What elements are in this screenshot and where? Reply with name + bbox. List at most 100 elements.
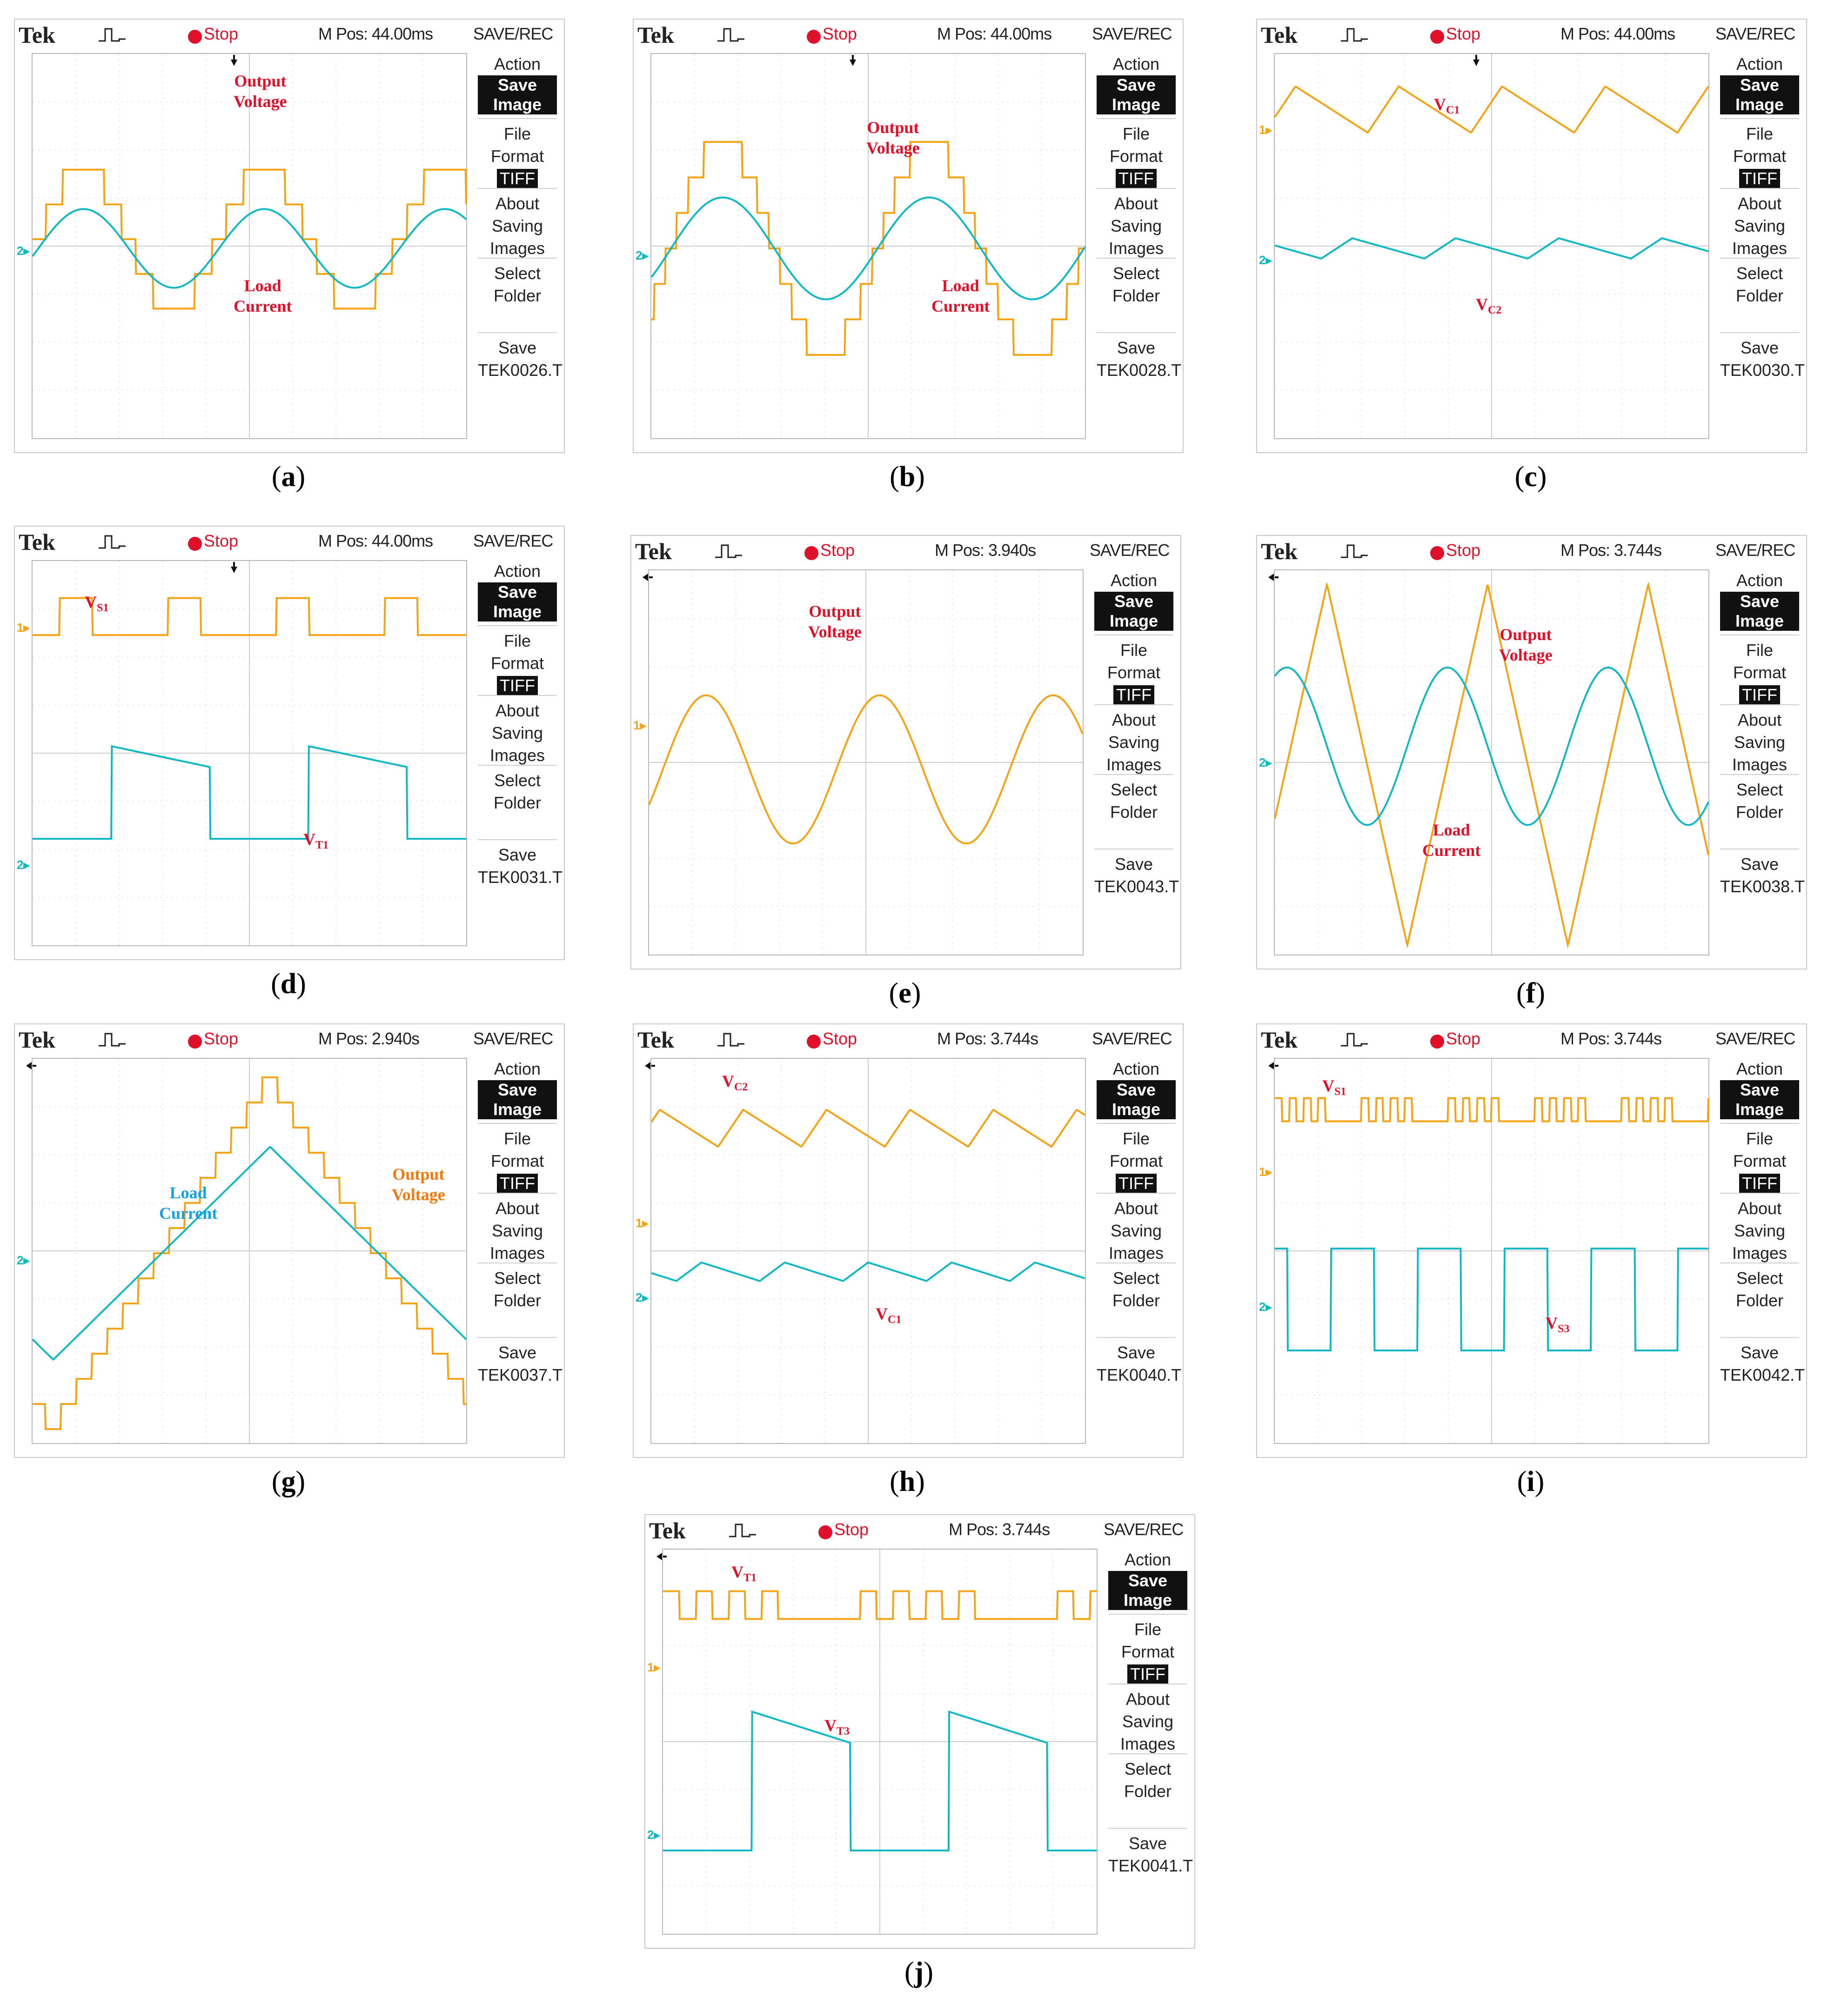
about-saving-images-button[interactable]: About Saving Images xyxy=(1720,704,1799,776)
action-save-image-button[interactable]: Action Save Image xyxy=(478,1058,557,1121)
panel-caption: (d) xyxy=(271,968,306,1000)
waveform-plot xyxy=(663,1550,1097,1934)
select-folder-button[interactable]: Select Folder xyxy=(478,258,557,307)
select-folder-button[interactable]: Select Folder xyxy=(478,765,557,814)
file-format-button[interactable]: File Format TIFF xyxy=(1108,1614,1187,1685)
oscilloscope-screen: Tek Stop M Pos: 3.744s SAVE/REC 2▸ Output Volt… xyxy=(1256,535,1807,969)
about-saving-images-button[interactable]: About Saving Images xyxy=(1094,704,1173,776)
action-save-image-button[interactable]: Action Save Image xyxy=(1108,1549,1187,1611)
file-format-button[interactable]: File Format TIFF xyxy=(1094,635,1173,706)
save-rec-menu: Action Save Image File Format TIFF About Savin… xyxy=(1720,53,1806,448)
annotation-label: Load Current xyxy=(159,1183,218,1223)
menu-item-label: Select xyxy=(494,264,541,283)
file-format-button[interactable]: File Format TIFF xyxy=(1720,1123,1799,1195)
waveform-plot xyxy=(32,54,467,438)
action-save-image-button[interactable]: Action Save Image xyxy=(478,53,557,116)
about-saving-images-button[interactable]: About Saving Images xyxy=(1097,1193,1176,1264)
stop-indicator-icon xyxy=(188,30,202,44)
about-saving-images-button[interactable]: About Saving Images xyxy=(1108,1684,1187,1755)
about-saving-images-button[interactable]: About Saving Images xyxy=(478,188,557,260)
menu-item-label: About xyxy=(1125,1690,1170,1709)
channel-2-marker: 2▸ xyxy=(1259,1300,1272,1314)
panel-caption: (a) xyxy=(271,461,306,493)
select-folder-button[interactable]: Select Folder xyxy=(1108,1753,1187,1803)
select-folder-button[interactable]: Select Folder xyxy=(478,1263,557,1312)
menu-item-label: File xyxy=(503,631,531,650)
waveform-plot xyxy=(1274,570,1709,955)
menu-item-label: File xyxy=(503,124,531,143)
menu-item-label: TIFF xyxy=(1720,684,1799,706)
menu-item-label: Folder xyxy=(1110,802,1158,822)
save-rec-menu: Action Save Image File Format TIFF About Savin… xyxy=(478,53,564,448)
channel-1-marker: 1▸ xyxy=(1259,123,1272,137)
file-format-button[interactable]: File Format TIFF xyxy=(478,625,557,697)
file-format-button[interactable]: File Format TIFF xyxy=(1097,1123,1176,1195)
file-format-button[interactable]: File Format TIFF xyxy=(1097,118,1176,190)
graticule xyxy=(1274,1058,1709,1444)
save-file-button[interactable]: Save TEK0028.TIF xyxy=(1097,332,1183,381)
save-file-button[interactable]: Save TEK0041.TIF xyxy=(1108,1828,1194,1877)
graticule xyxy=(32,53,467,439)
stop-indicator-icon xyxy=(188,1035,202,1049)
m-pos-readout: M Pos: 44.00ms xyxy=(937,24,1052,43)
about-saving-images-button[interactable]: About Saving Images xyxy=(1720,188,1799,260)
action-save-image-button[interactable]: Action Save Image xyxy=(1094,569,1173,632)
save-file-button[interactable]: Save TEK0040.TIF xyxy=(1097,1337,1183,1386)
menu-item-highlight: Save Image xyxy=(1720,75,1799,114)
annotation-label: VT3 xyxy=(824,1716,850,1738)
file-format-button[interactable]: File Format TIFF xyxy=(1720,635,1799,706)
save-file-button[interactable]: Save TEK0042.TIF xyxy=(1720,1337,1806,1386)
file-format-button[interactable]: File Format TIFF xyxy=(478,118,557,190)
select-folder-button[interactable]: Select Folder xyxy=(1720,1263,1799,1312)
select-folder-button[interactable]: Select Folder xyxy=(1097,258,1176,307)
series-vc2-trace xyxy=(1274,237,1709,260)
action-save-image-button[interactable]: Action Save Image xyxy=(1720,53,1799,116)
oscilloscope-screen: Tek Stop M Pos: 3.744s SAVE/REC 1▸ 2▸ VC2 VC1 Ac… xyxy=(633,1023,1184,1458)
menu-item-label: Select xyxy=(1124,1759,1172,1778)
about-saving-images-button[interactable]: About Saving Images xyxy=(1097,188,1176,260)
select-folder-button[interactable]: Select Folder xyxy=(1097,1263,1176,1312)
panel-d: Tek Stop M Pos: 44.00ms SAVE/REC 1▸ 2▸ VS1 VT1 A… xyxy=(14,526,565,1009)
file-format-button[interactable]: File Format TIFF xyxy=(1720,118,1799,190)
annotation-label: VS1 xyxy=(1322,1076,1346,1098)
select-folder-button[interactable]: Select Folder xyxy=(1720,258,1799,307)
status-bar: Tek Stop M Pos: 3.940s SAVE/REC xyxy=(631,536,1180,570)
menu-item-label: Images xyxy=(1732,1243,1788,1263)
menu-item-highlight: TIFF xyxy=(497,1174,538,1193)
action-save-image-button[interactable]: Action Save Image xyxy=(478,560,557,623)
save-file-button[interactable]: Save TEK0043.TIF xyxy=(1094,849,1180,898)
about-saving-images-button[interactable]: About Saving Images xyxy=(478,695,557,767)
save-file-button[interactable]: Save TEK0031.TIF xyxy=(478,839,564,889)
menu-item-label: TIFF xyxy=(478,167,557,190)
stop-indicator-icon xyxy=(818,1525,832,1539)
oscilloscope-screen: Tek Stop M Pos: 44.00ms SAVE/REC 1▸ 2▸ VS1 VT1 A… xyxy=(14,526,565,960)
action-save-image-button[interactable]: Action Save Image xyxy=(1097,1058,1176,1121)
save-file-button[interactable]: Save TEK0037.TIF xyxy=(478,1337,564,1386)
action-save-image-button[interactable]: Action Save Image xyxy=(1720,569,1799,632)
action-save-image-button[interactable]: Action Save Image xyxy=(1720,1058,1799,1121)
save-file-button[interactable]: Save TEK0038.TIF xyxy=(1720,849,1806,898)
select-folder-button[interactable]: Select Folder xyxy=(1094,774,1173,823)
menu-item-label: Saving xyxy=(1108,733,1160,752)
channel-1-marker: 1▸ xyxy=(636,1216,649,1230)
save-file-button[interactable]: Save TEK0026.TIF xyxy=(478,332,564,381)
save-file-button[interactable]: Save TEK0030.TIF xyxy=(1720,332,1806,381)
file-format-button[interactable]: File Format TIFF xyxy=(478,1123,557,1195)
series-output-voltage-trace xyxy=(33,1076,466,1430)
save-rec-title: SAVE/REC xyxy=(1715,24,1795,43)
annotation-label: VT1 xyxy=(303,830,329,852)
status-bar: Tek Stop M Pos: 44.00ms SAVE/REC xyxy=(15,527,564,561)
run-state-label: Stop xyxy=(823,24,857,43)
menu-item-label: Save xyxy=(498,845,537,864)
about-saving-images-button[interactable]: About Saving Images xyxy=(478,1193,557,1264)
menu-item-highlight: TIFF xyxy=(1113,685,1154,705)
save-rec-menu: Action Save Image File Format TIFF About Savin… xyxy=(1720,569,1806,965)
menu-item-label: Format xyxy=(1107,663,1160,682)
action-save-image-button[interactable]: Action Save Image xyxy=(1097,53,1176,116)
status-bar: Tek Stop M Pos: 3.744s SAVE/REC xyxy=(645,1515,1194,1550)
trigger-icon xyxy=(717,28,744,42)
about-saving-images-button[interactable]: About Saving Images xyxy=(1720,1193,1799,1264)
menu-item-label: Folder xyxy=(1735,802,1784,822)
select-folder-button[interactable]: Select Folder xyxy=(1720,774,1799,823)
save-rec-title: SAVE/REC xyxy=(1104,1520,1184,1539)
